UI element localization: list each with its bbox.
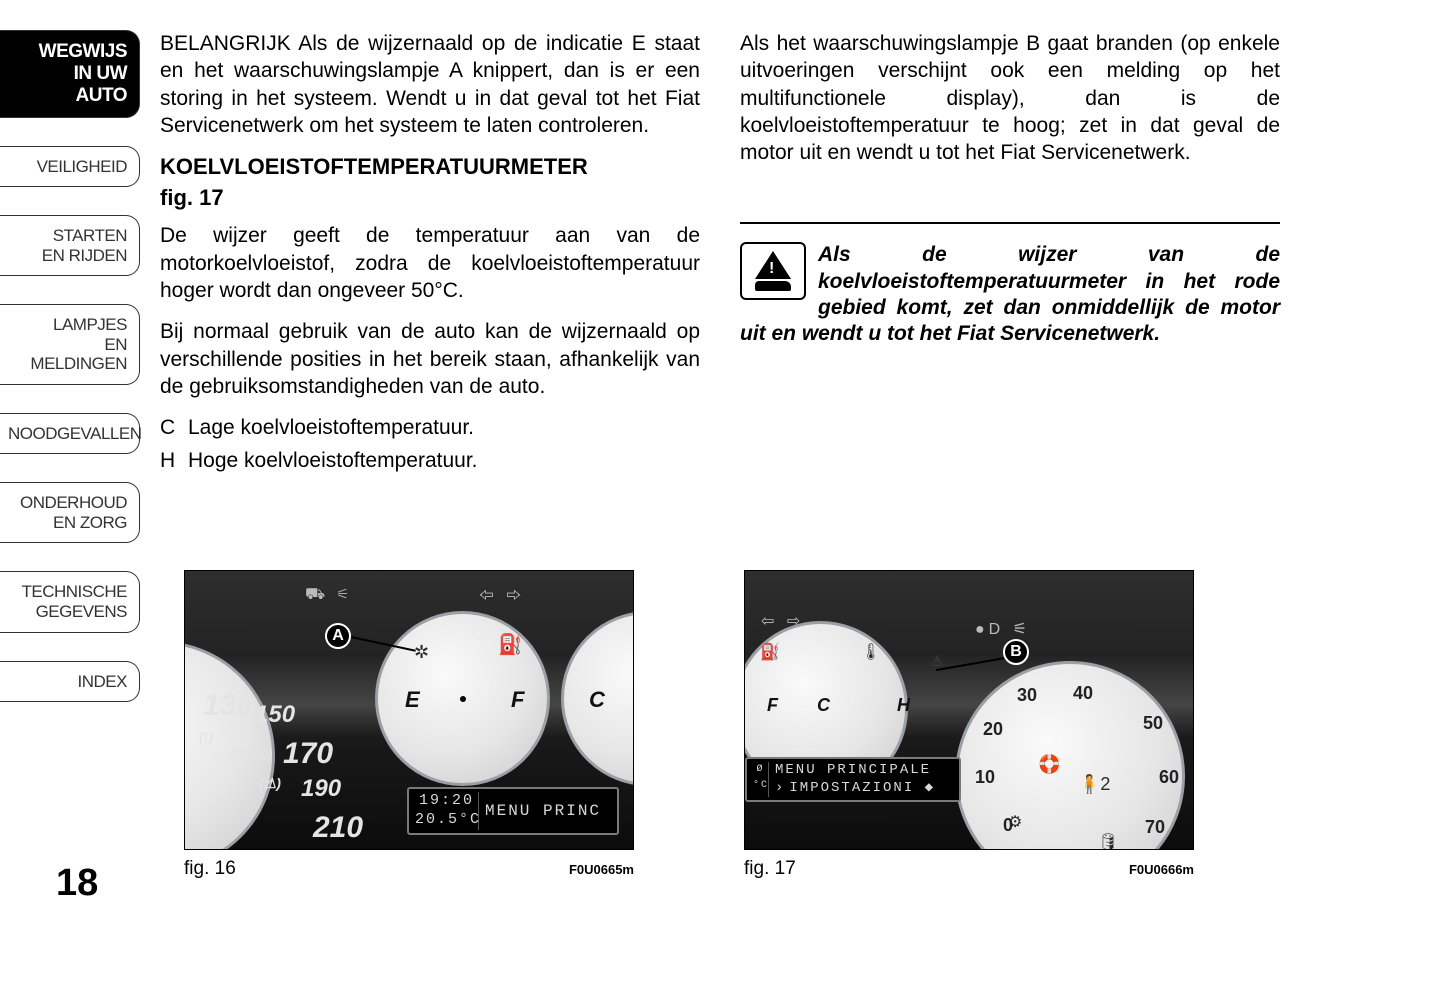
tach-30: 30 — [1017, 685, 1037, 706]
fuel-label-e: E — [405, 687, 420, 713]
tab-wegwijs[interactable]: WEGWIJS IN UW AUTO — [0, 30, 140, 118]
tach-20: 20 — [983, 719, 1003, 740]
temp-label-h-17: H — [897, 695, 910, 716]
speedometer-dial — [184, 641, 275, 850]
lcd-temp: 20.5°C — [415, 811, 474, 830]
callout-line-b — [936, 657, 1005, 671]
sidebar-nav: WEGWIJS IN UW AUTO VEILIGHEID STARTEN EN… — [0, 30, 140, 730]
oil-icon: 🛢 — [1098, 832, 1118, 850]
heading-koelvloeistof: KOELVLOEISTOFTEMPERATUURMETER — [160, 153, 700, 182]
fuel-warning-icon: ✲ — [414, 642, 429, 663]
callout-marker-a: A — [325, 623, 351, 649]
warning-icon — [740, 242, 806, 300]
tab-noodgevallen[interactable]: NOODGEVALLEN — [0, 413, 140, 455]
fuel-pump-icon: ⛽ — [498, 632, 523, 657]
car-silhouette-icon — [755, 281, 791, 291]
tab-veiligheid[interactable]: VEILIGHEID — [0, 146, 140, 188]
airbag-icon: 🧍2 — [1078, 774, 1110, 795]
fuel-pump-icon-17: ⛽ — [760, 642, 780, 662]
def-h-key: H — [160, 447, 188, 474]
def-h-val: Hoge koelvloeistoftemperatuur. — [188, 447, 478, 474]
warning-box: Als de wijzer van de koelvloeistoftemper… — [740, 222, 1280, 347]
temp-label-c-17: C — [817, 695, 830, 716]
seatbelt-icon: 🛟 — [1038, 754, 1060, 775]
warn-icon-triangle: (⚠) — [259, 775, 281, 792]
warn-icon-excl: (!) — [199, 729, 213, 745]
tab-technische[interactable]: TECHNISCHE GEGEVENS — [0, 571, 140, 632]
fig16-caption: fig. 16 — [184, 858, 236, 880]
indicator-icons-row: ⛟ ⚟ ⇦ ⇨ — [305, 585, 525, 605]
page-number: 18 — [56, 862, 98, 905]
lcd-line2: IMPOSTAZIONI ◆ — [789, 780, 935, 798]
para-waarschuwing-b: Als het waarschuwingslampje B gaat brand… — [740, 30, 1280, 166]
tach-40: 40 — [1073, 683, 1093, 704]
warn-icon-abs: ((ABS)) — [231, 747, 272, 761]
lcd-side-top: Ø — [753, 762, 768, 778]
lcd-display-16: 19:20 20.5°C MENU PRINC — [407, 787, 619, 835]
para-belangrijk: BELANGRIJK Als de wijzernaald op de indi… — [160, 30, 700, 139]
tab-onderhoud[interactable]: ONDERHOUD EN ZORG — [0, 482, 140, 543]
speed-150: 150 — [255, 701, 295, 729]
left-column: BELANGRIJK Als de wijzernaald op de indi… — [160, 30, 700, 489]
lcd-time: 19:20 — [415, 792, 474, 811]
subheading-fig17: fig. 17 — [160, 184, 700, 213]
warning-text: Als de wijzer van de koelvloeistoftemper… — [740, 242, 1280, 347]
tach-10: 10 — [975, 767, 995, 788]
figure-16: ⛟ ⚟ ⇦ ⇨ 130 150 170 190 210 (!) ((ABS)) … — [184, 570, 634, 880]
fig16-caption-row: fig. 16 F0U0665m — [184, 858, 634, 880]
gauge-cluster-17: ⇦ ⇨ ●D ⚟ ⛽ 🌡 F C H ⚠ 🛟 🧍2 ⚙ 🛢 🔋 10 20 30… — [744, 570, 1194, 850]
temp-label-c: C — [589, 687, 605, 713]
para-normaal: Bij normaal gebruik van de auto kan de w… — [160, 318, 700, 400]
speed-190: 190 — [301, 775, 341, 803]
temp-icon-17: 🌡 — [861, 642, 881, 662]
tach-70: 70 — [1145, 817, 1165, 838]
gauge-cluster-16: ⛟ ⚟ ⇦ ⇨ 130 150 170 190 210 (!) ((ABS)) … — [184, 570, 634, 850]
lcd-line1: MENU PRINCIPALE — [775, 762, 953, 780]
tab-lampjes[interactable]: LAMPJES EN MELDINGEN — [0, 304, 140, 385]
speed-170: 170 — [283, 737, 333, 771]
dial-center — [460, 696, 466, 702]
lcd-arrow: › — [775, 780, 785, 798]
para-wijzer: De wijzer geeft de temperatuur aan van d… — [160, 222, 700, 304]
lcd-display-17: Ø °C MENU PRINCIPALE › IMPOSTAZIONI ◆ — [745, 757, 961, 802]
def-c-key: C — [160, 414, 188, 441]
fig17-code: F0U0666m — [1129, 862, 1194, 877]
tach-50: 50 — [1143, 713, 1163, 734]
content-area: BELANGRIJK Als de wijzernaald op de indi… — [160, 30, 1420, 489]
lcd-menu: MENU PRINC — [479, 792, 611, 830]
tab-starten[interactable]: STARTEN EN RIJDEN — [0, 215, 140, 276]
speed-210: 210 — [313, 811, 363, 845]
triangle-icon — [755, 251, 791, 279]
indicator-icons-right: ●D ⚟ — [975, 619, 1031, 639]
figure-17: ⇦ ⇨ ●D ⚟ ⛽ 🌡 F C H ⚠ 🛟 🧍2 ⚙ 🛢 🔋 10 20 30… — [744, 570, 1194, 880]
temp-label-f-17: F — [767, 695, 778, 716]
fuel-label-f: F — [511, 687, 524, 713]
speed-130: 130 — [203, 689, 253, 723]
fig17-caption-row: fig. 17 F0U0666m — [744, 858, 1194, 880]
tab-index[interactable]: INDEX — [0, 661, 140, 703]
callout-marker-b: B — [1003, 639, 1029, 665]
fig16-code: F0U0665m — [569, 862, 634, 877]
right-column: Als het waarschuwingslampje B gaat brand… — [740, 30, 1280, 489]
tach-60: 60 — [1159, 767, 1179, 788]
def-c-val: Lage koelvloeistoftemperatuur. — [188, 414, 474, 441]
fig17-caption: fig. 17 — [744, 858, 796, 880]
definitions: CLage koelvloeistoftemperatuur. HHoge ko… — [160, 414, 700, 475]
lcd-side-bot: °C — [753, 778, 768, 794]
tach-0: 0 — [1003, 815, 1013, 836]
